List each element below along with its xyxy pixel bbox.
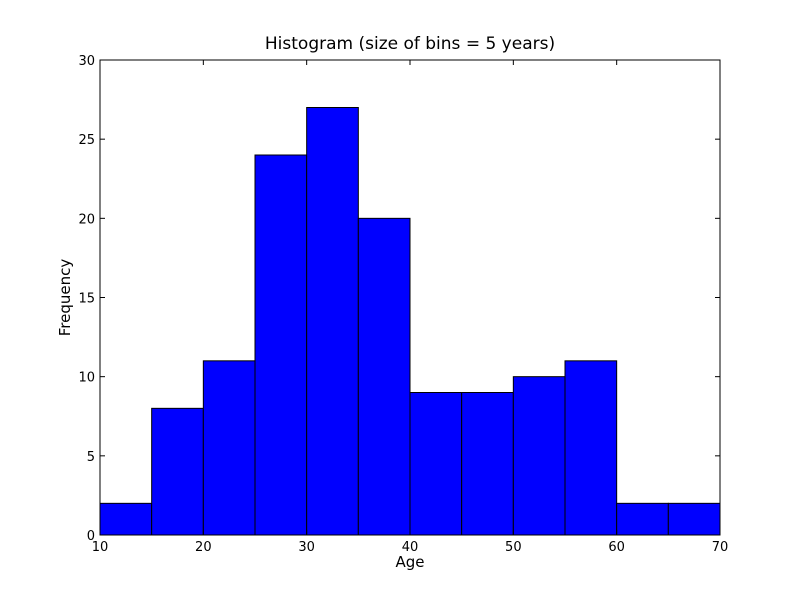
y-tick-label-25: 25 — [78, 133, 95, 148]
x-tick-label-70: 70 — [712, 540, 729, 555]
bars-group — [99, 107, 721, 536]
x-tick-label-30: 30 — [298, 540, 315, 555]
y-axis-label: Frequency — [56, 259, 74, 337]
x-axis-label: Age — [395, 553, 424, 571]
x-tick-label-10: 10 — [92, 540, 109, 555]
histogram-bar-30-35 — [306, 107, 359, 536]
y-tick-label-5: 5 — [87, 450, 95, 465]
x-tick-label-60: 60 — [608, 540, 625, 555]
ticks-group: 10 20 30 40 50 60 70 0 5 10 15 20 25 30 — [78, 54, 728, 555]
x-tick-label-40: 40 — [402, 540, 419, 555]
y-tick-label-15: 15 — [78, 292, 95, 307]
histogram-bar-10-15 — [99, 502, 153, 536]
histogram-bar-25-30 — [254, 154, 308, 536]
histogram-bar-40-45 — [409, 392, 463, 536]
histogram-bar-65-70 — [667, 502, 721, 536]
y-tick-label-10: 10 — [78, 371, 95, 386]
x-tick-label-20: 20 — [195, 540, 212, 555]
histogram-bar-20-25 — [202, 360, 256, 536]
histogram-bar-35-40 — [357, 217, 411, 536]
y-tick-label-20: 20 — [78, 212, 95, 227]
y-tick-label-0: 0 — [87, 529, 95, 544]
x-tick-label-50: 50 — [505, 540, 522, 555]
histogram-bar-15-20 — [151, 407, 204, 536]
y-tick-label-30: 30 — [78, 54, 95, 69]
chart-title: Histogram (size of bins = 5 years) — [265, 34, 555, 54]
histogram-bar-50-55 — [512, 376, 566, 536]
histogram-bar-55-60 — [564, 360, 618, 536]
histogram-bar-45-50 — [461, 392, 514, 536]
histogram-bar-60-65 — [616, 502, 669, 536]
